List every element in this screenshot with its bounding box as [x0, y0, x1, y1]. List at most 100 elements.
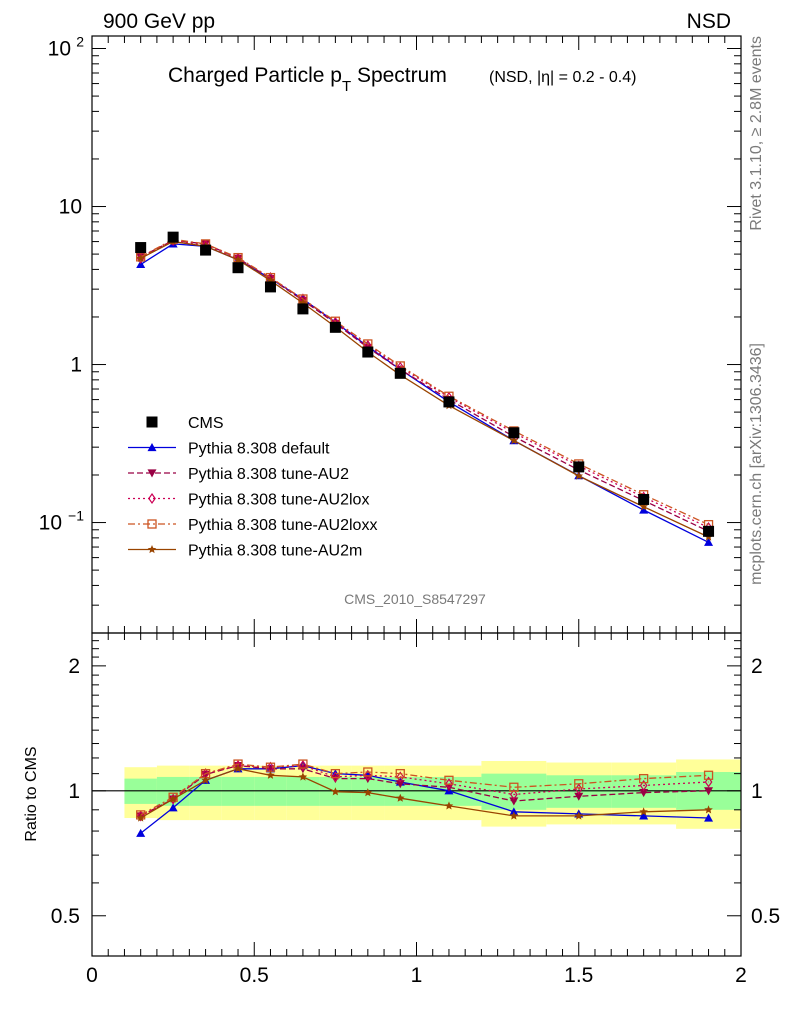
- main-y-tick-label: 10: [39, 512, 62, 535]
- ratio-point-AU2m: [574, 811, 583, 820]
- ratio-point-AU2m: [363, 788, 373, 797]
- main-point-data: [297, 303, 309, 315]
- ratio-point-AU2m: [509, 811, 519, 820]
- x-tick-label: 0: [86, 964, 98, 987]
- ratio-point-AU2lox: [509, 788, 518, 801]
- x-tick-label: 0.5: [240, 964, 269, 987]
- ratio-point-AU2: [574, 792, 584, 801]
- ratio-point-default: [168, 803, 178, 812]
- ratio-point-AU2lox: [363, 769, 372, 781]
- ratio-y-tick-label-right: 0.5: [751, 905, 780, 928]
- analysis-id-label: CMS_2010_S8547297: [344, 591, 486, 607]
- main-point-AU2m: [509, 436, 519, 445]
- ratio-y-tick-label-left: 0.5: [51, 905, 80, 928]
- legend-marker-AU2: [147, 469, 157, 478]
- ratio-point-AU2m: [444, 801, 454, 810]
- ratio-point-AU2m: [136, 813, 145, 822]
- ratio-point-AU2m: [266, 770, 275, 779]
- ratio-point-AU2m: [168, 794, 178, 803]
- x-tick-label: 1.5: [564, 964, 593, 987]
- main-plot-marks: [135, 231, 715, 546]
- chart-title-main: Charged Particle p: [168, 64, 342, 87]
- ratio-point-AU2lox: [445, 778, 453, 790]
- main-point-AU2m: [574, 471, 583, 480]
- main-point-data: [200, 244, 212, 256]
- main-point-default: [704, 537, 714, 546]
- legend-marker-AU2lox: [148, 492, 156, 505]
- legend-marker-default: [147, 443, 157, 452]
- legend-label-AU2m: Pythia 8.308 tune-AU2m: [188, 543, 362, 560]
- main-point-default: [136, 259, 146, 269]
- ratio-point-AU2loxx: [509, 782, 519, 792]
- main-point-data: [232, 262, 244, 274]
- ratio-series-line-AU2lox: [140, 764, 709, 817]
- main-point-data: [167, 231, 179, 243]
- main-point-data: [394, 367, 406, 379]
- ratio-point-AU2loxx: [703, 770, 714, 780]
- main-point-data: [573, 461, 585, 473]
- ratio-point-AU2m: [201, 775, 210, 784]
- chart-subtitle: (NSD, |η| = 0.2 - 0.4): [489, 69, 636, 86]
- main-point-data: [508, 427, 520, 439]
- legend-marker-AU2loxx: [147, 519, 157, 529]
- ratio-point-AU2m: [639, 807, 648, 816]
- chart-title-rest: Spectrum: [351, 64, 447, 87]
- main-point-data: [703, 525, 715, 537]
- ratio-point-default: [136, 828, 146, 837]
- legend-marker-data: [146, 416, 158, 428]
- ratio-y-tick-label-left: 1: [68, 780, 80, 803]
- ratio-point-AU2lox: [639, 779, 648, 792]
- main-y-tick-label: 1: [70, 354, 82, 377]
- ratio-point-AU2lox: [704, 776, 713, 788]
- legend-label-AU2: Pythia 8.308 tune-AU2: [188, 466, 349, 483]
- main-y-tick-label: 10: [48, 38, 71, 61]
- rivet-version-label: Rivet 3.1.10, ≥ 2.8M events: [748, 36, 765, 231]
- ratio-point-AU2lox: [299, 760, 307, 772]
- ratio-point-AU2m: [331, 787, 340, 796]
- legend-label-data: CMS: [188, 415, 224, 432]
- ratio-series-line-AU2loxx: [140, 763, 709, 816]
- ratio-y-tick-label-right: 1: [751, 780, 763, 803]
- ratio-y-tick-label-left: 2: [68, 655, 80, 678]
- legend-marker-AU2m: [147, 545, 157, 554]
- ratio-y-axis-label: Ratio to CMS: [23, 746, 40, 841]
- ratio-series-line-AU2: [140, 764, 709, 817]
- ratio-point-AU2loxx: [574, 779, 584, 789]
- legend-label-AU2lox: Pythia 8.308 tune-AU2lox: [188, 492, 369, 509]
- chart-title-subscript: T: [342, 78, 351, 95]
- ratio-point-AU2m: [298, 772, 308, 781]
- chart-title: Charged Particle pT Spectrum: [168, 64, 447, 95]
- main-point-data: [638, 493, 650, 505]
- ratio-series-line-AU2m: [140, 768, 709, 819]
- ratio-point-AU2: [395, 780, 405, 789]
- main-point-AU2m: [639, 502, 648, 511]
- main-point-data: [135, 242, 147, 254]
- ratio-point-AU2m: [704, 805, 713, 814]
- main-point-AU2m: [136, 253, 145, 262]
- ratio-point-default: [509, 807, 519, 816]
- ratio-point-AU2: [704, 787, 714, 796]
- ratio-plot-panel: 0.5 0.5 1 1 2 2 0 0.5 1 1.5 2 Ratio to CMS: [23, 632, 780, 987]
- header-right: NSD: [687, 10, 731, 33]
- main-plot-axes: 10 2 10 1 10 −1: [39, 34, 742, 634]
- x-tick-label: 1: [411, 964, 423, 987]
- x-tick-label: 2: [735, 964, 747, 987]
- legend-label-AU2loxx: Pythia 8.308 tune-AU2loxx: [188, 517, 377, 534]
- ratio-point-AU2m: [233, 764, 243, 773]
- main-point-default: [639, 505, 649, 514]
- ratio-plot-axes: 0.5 0.5 1 1 2 2 0 0.5 1 1.5 2: [51, 632, 780, 987]
- main-y-tick-exponent: −1: [68, 508, 84, 524]
- legend-label-default: Pythia 8.308 default: [188, 441, 330, 458]
- ratio-point-default: [639, 811, 649, 820]
- mcplots-source-label: mcplots.cern.ch [arXiv:1306.3436]: [748, 343, 765, 585]
- ratio-point-AU2lox: [396, 771, 405, 783]
- ratio-point-AU2loxx: [395, 768, 405, 779]
- header-left: 900 GeV pp: [103, 10, 215, 33]
- main-point-data: [329, 321, 341, 333]
- main-point-AU2m: [233, 255, 243, 264]
- ratio-point-AU2loxx: [363, 767, 373, 777]
- main-point-data: [443, 396, 455, 408]
- ratio-point-AU2lox: [331, 771, 340, 783]
